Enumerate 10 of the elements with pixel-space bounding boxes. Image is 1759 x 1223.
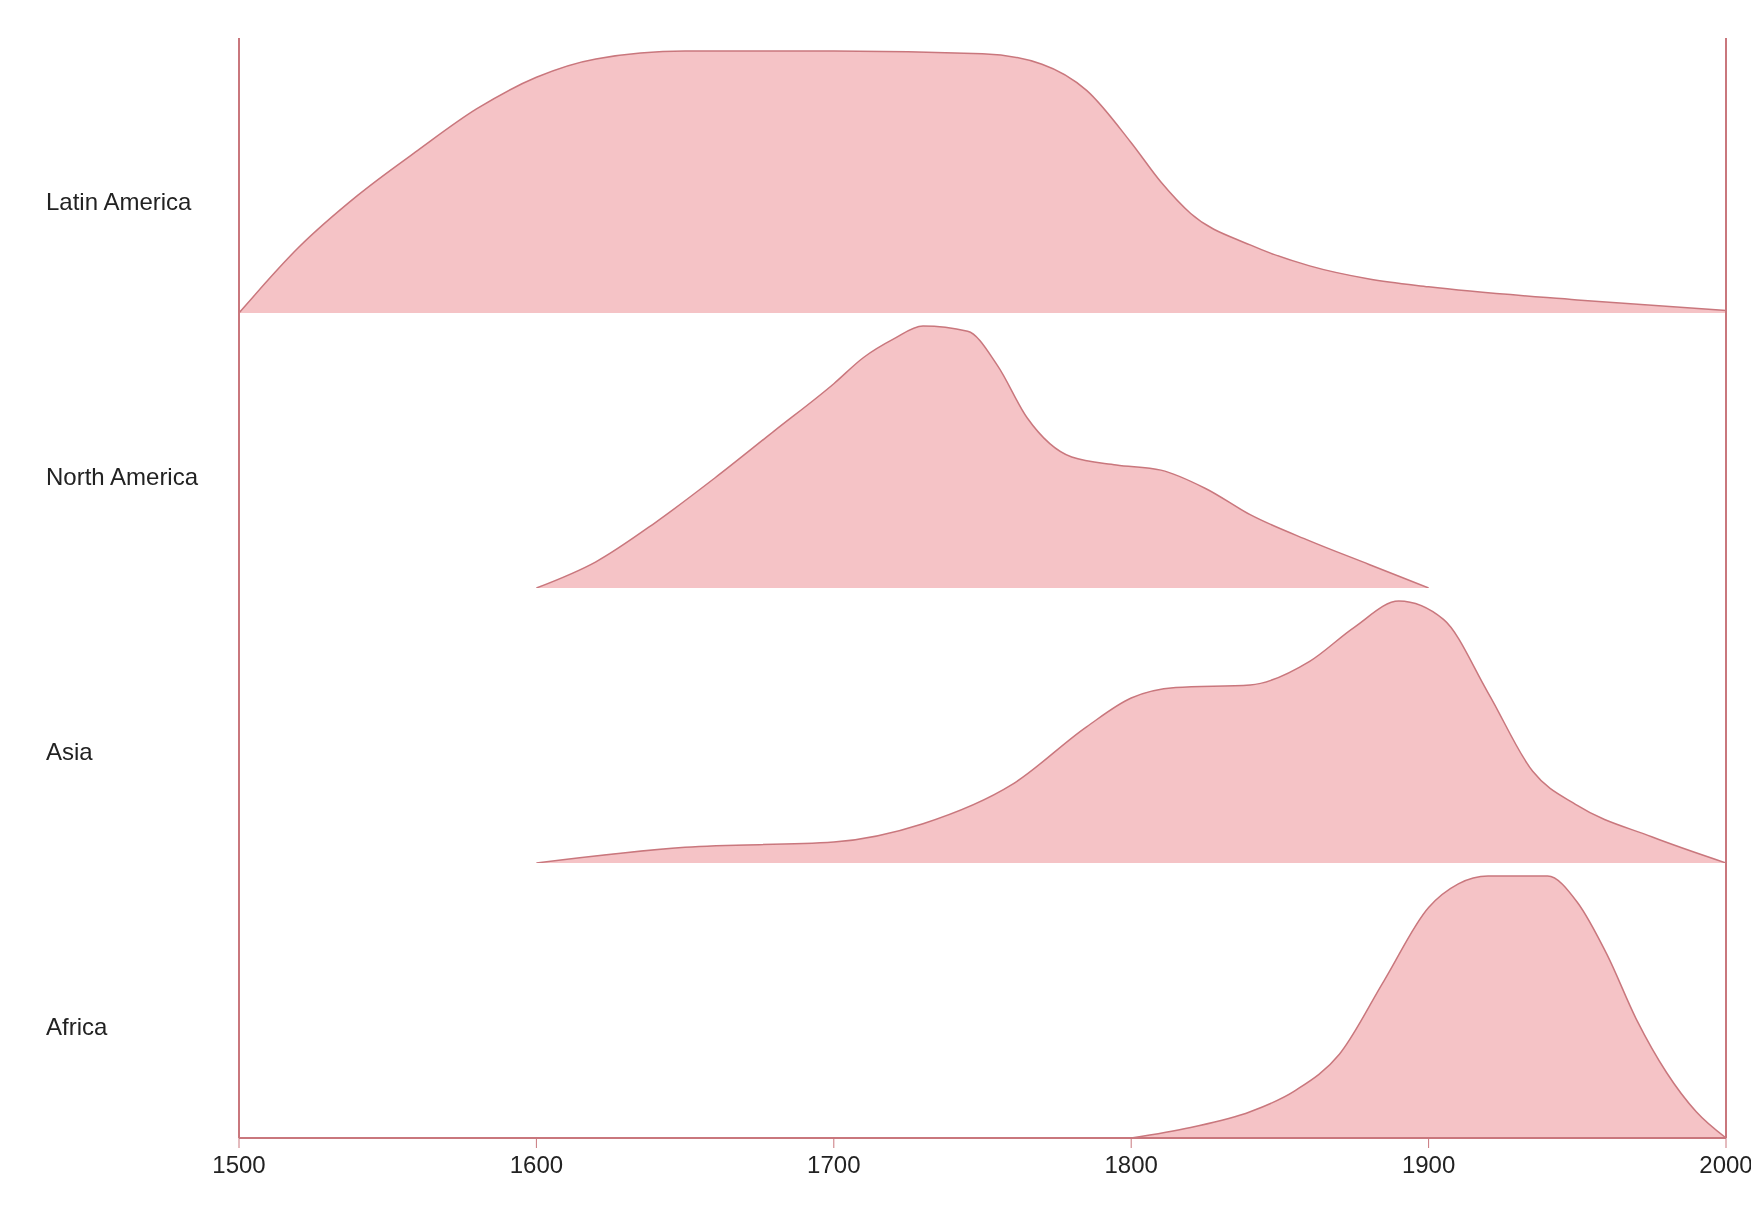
x-tick-label: 1900	[1401, 1151, 1456, 1179]
y-axis-title: Asia	[46, 738, 93, 765]
x-tick-label: 1800	[1104, 1151, 1158, 1179]
y-axis-title: Latin America	[46, 188, 192, 215]
y-axis-title: North America	[46, 463, 199, 490]
x-tick-label: 2000	[1699, 1151, 1753, 1179]
x-tick-label: 1700	[807, 1151, 861, 1179]
y-axis-title: Africa	[46, 1013, 108, 1040]
x-tick-label: 1500	[212, 1151, 266, 1179]
x-tick-label: 1600	[509, 1151, 564, 1179]
